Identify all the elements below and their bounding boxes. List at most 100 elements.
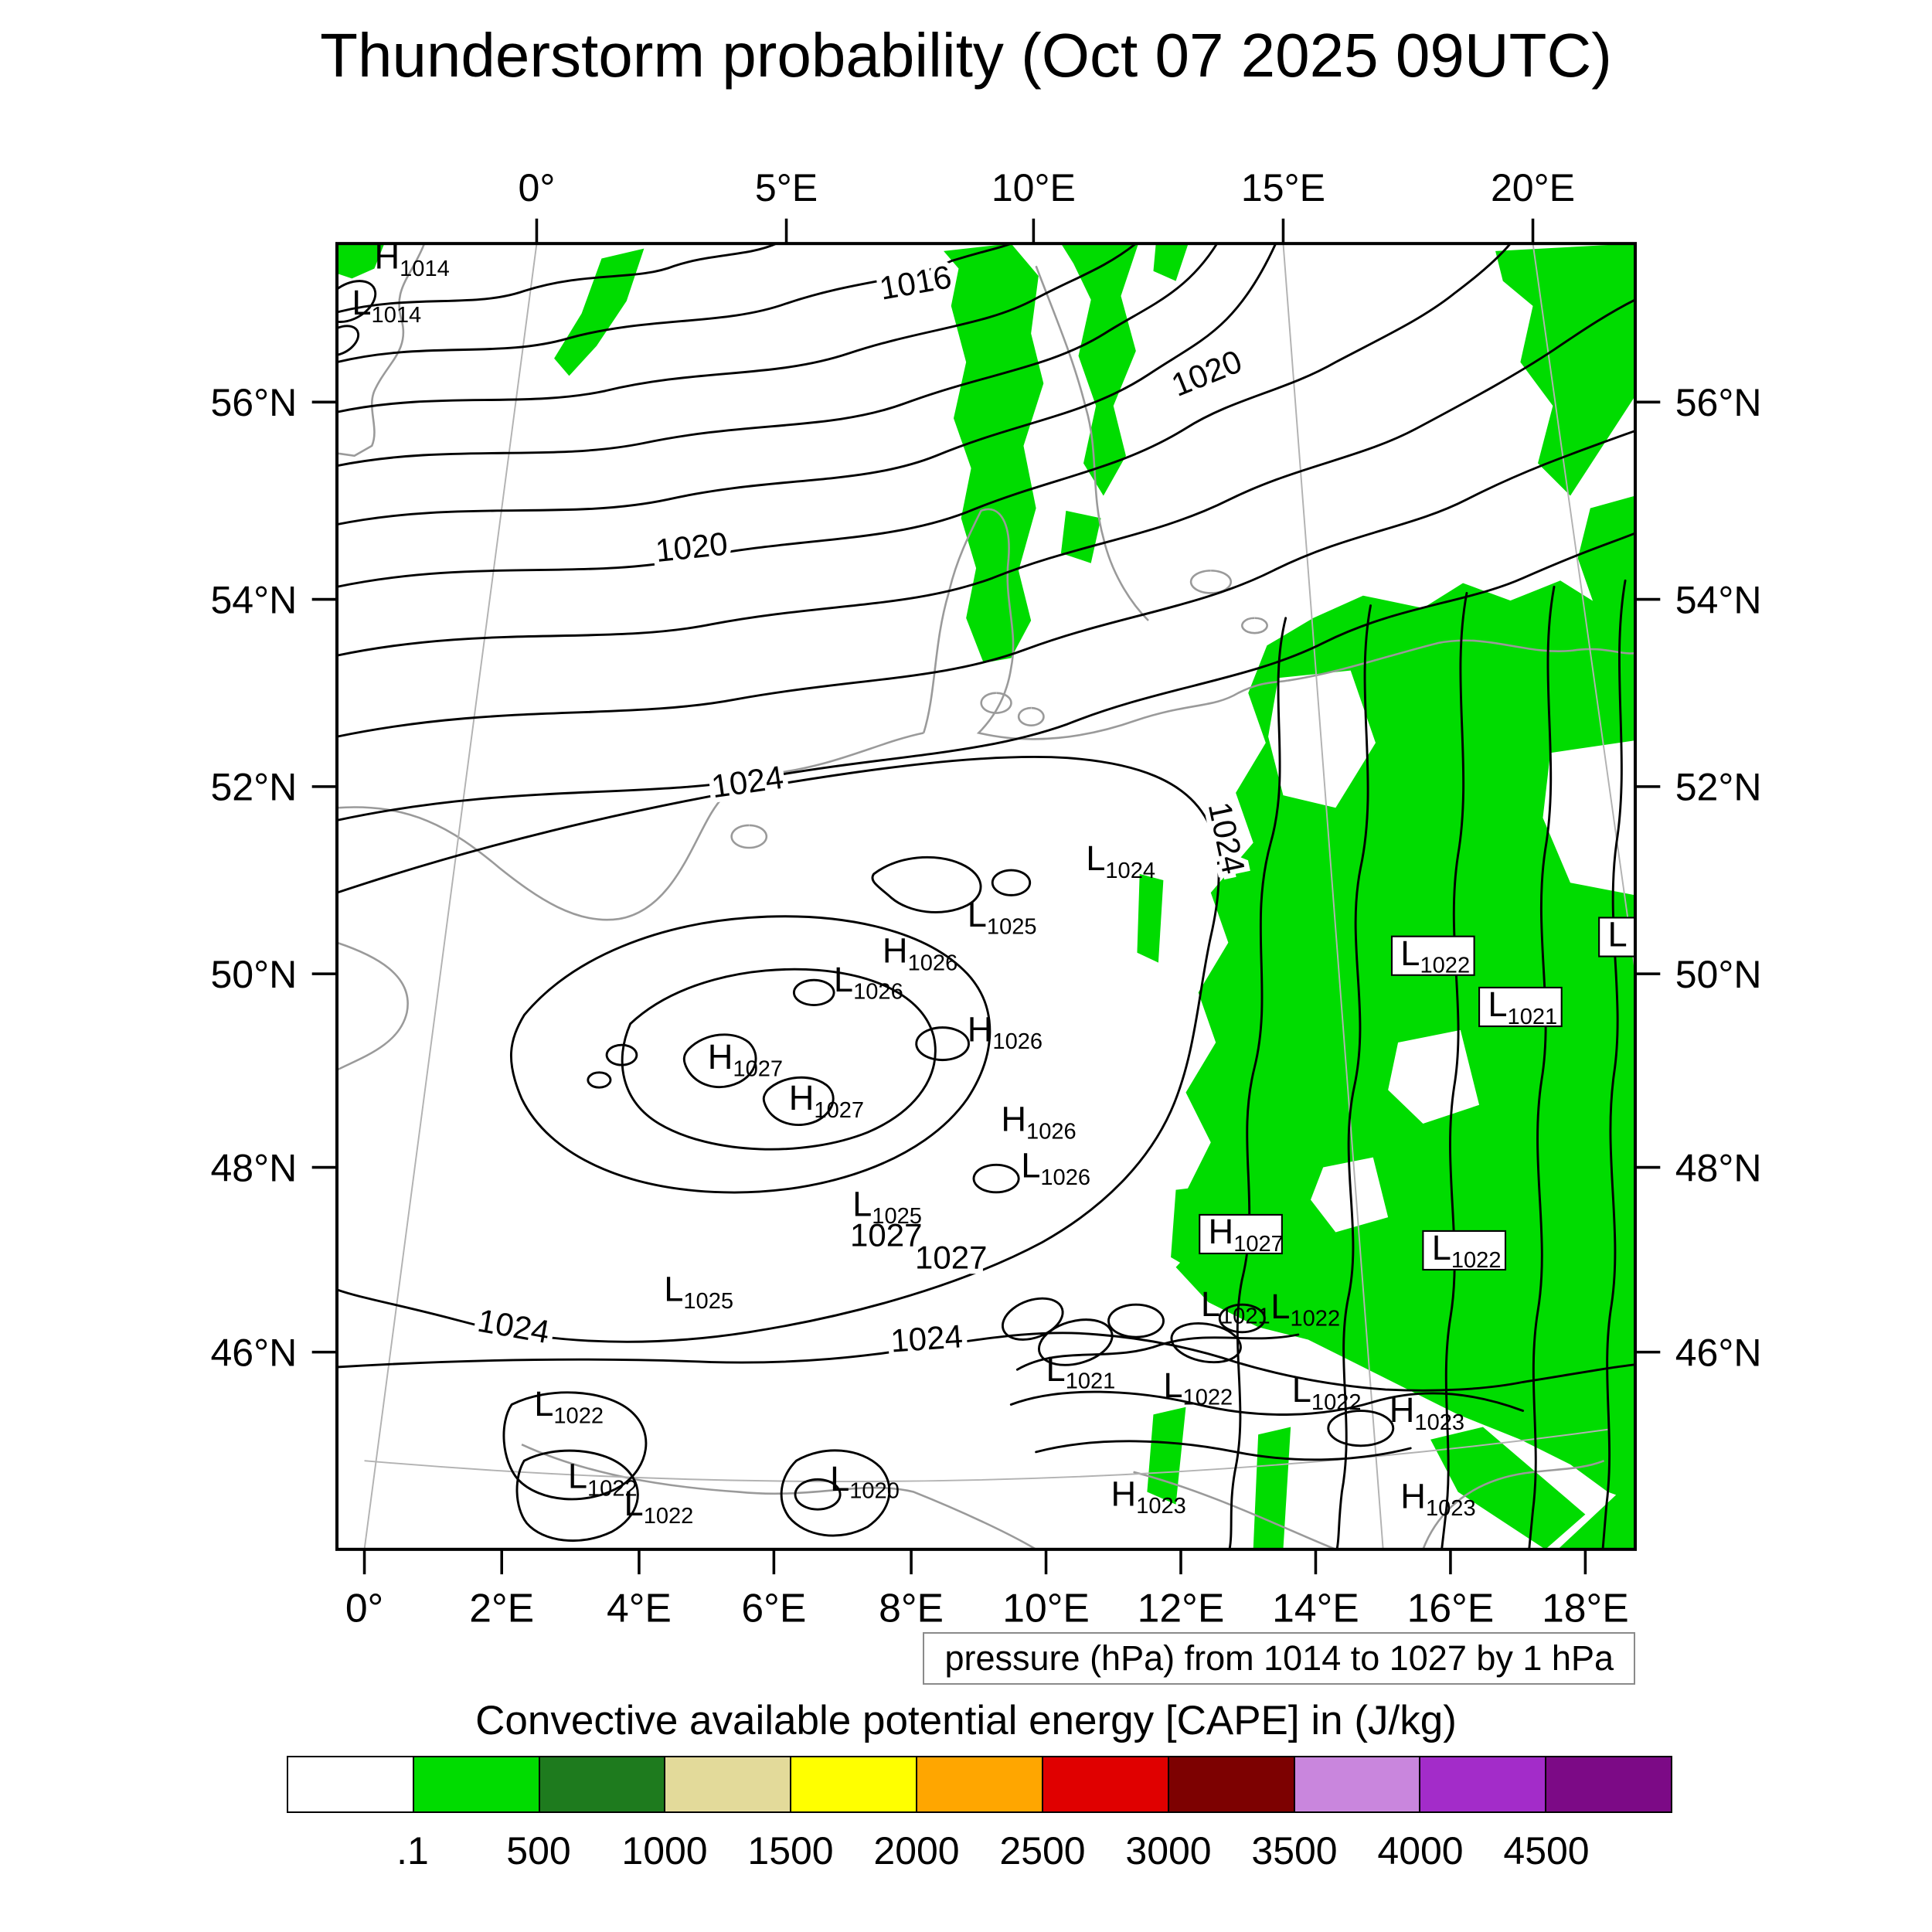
isobar-label: 1024 [889,1318,964,1359]
isobar-label: 1024 [709,759,786,805]
pressure-center-label: L [1598,915,1635,957]
cape-region [1430,1427,1586,1549]
lon-tick-label-top: 0° [519,166,556,209]
isobar-line [794,1478,842,1511]
lon-tick-label-top: 10°E [992,166,1076,209]
lat-tick-label-left: 46°N [210,1331,297,1374]
pressure-center-label: H1026 [968,1009,1043,1054]
figure-title: Thunderstorm probability (Oct 07 2025 09… [320,21,1612,90]
lon-tick-label-top: 20°E [1491,166,1575,209]
isobar-line [1228,617,1287,1549]
isobar-line [515,1449,639,1543]
graticule-line [364,1428,1608,1483]
pressure-center-label: H1023 [1389,1390,1464,1435]
pressure-label-box [1390,935,1475,976]
isobar-line [1038,1318,1114,1366]
colorbar-tick-label: 4000 [1377,1829,1464,1872]
isobar-line [509,915,992,1194]
coastline [1422,1459,1605,1549]
lat-tick-label-right: 56°N [1675,381,1762,424]
coastline [521,1443,1037,1549]
coastline [922,508,1289,740]
pressure-label-box [1478,986,1563,1028]
cape-region [1577,495,1635,621]
colorbar-cell [1168,1757,1295,1811]
pressure-center-label: H1023 [1111,1474,1186,1519]
map-frame [335,242,1638,1551]
coastline [980,692,1012,714]
lon-tick-label-bottom: 18°E [1542,1586,1629,1631]
pressure-center-text: L1022 [1163,1366,1233,1410]
pressure-center-label: L1025 [664,1269,733,1314]
coastline [1189,570,1233,594]
cape-region [1137,873,1164,963]
isobar-label: 1016 [877,258,954,307]
isobar-line [337,243,1512,588]
pressure-center-label: L1026 [1021,1145,1090,1190]
cape-region [1153,243,1189,281]
lon-tick-label-bottom: 8°E [879,1586,944,1631]
cape-hole [1543,740,1635,896]
pressure-center-label: L1022 [1270,1287,1340,1332]
pressure-center-text: L1014 [352,283,421,328]
pressure-label-box [1199,1213,1283,1255]
isobar-line [502,1391,648,1501]
isobar-line [780,1449,891,1537]
isobar-line [1528,585,1556,1549]
cape-hole [1388,1029,1480,1124]
pressure-center-label: L1021 [1046,1349,1116,1394]
isobar-line [337,1332,1635,1392]
graticule-line [363,243,538,1549]
isobar-label: 1020 [1166,342,1247,403]
lon-tick-label-bottom: 16°E [1407,1586,1495,1631]
pressure-center-text: L1022 [1270,1287,1340,1332]
lon-tick-label-bottom: 10°E [1002,1586,1090,1631]
colorbar-tick-label: 1500 [747,1829,834,1872]
lon-tick-label-bottom: 6°E [741,1586,806,1631]
isobar-line [792,978,835,1006]
isobar-line [337,430,1635,738]
lon-tick-label-bottom: 2°E [469,1586,534,1631]
isobar-line [1170,1322,1242,1364]
isobar-line [337,243,1012,364]
isobar-line [587,1071,612,1089]
cape-region [1495,243,1635,496]
colorbar-cell [539,1757,666,1811]
isobar-line [337,243,1138,413]
isobar-line [621,968,937,1151]
lat-tick-label-left: 56°N [210,381,297,424]
isobar-line [1601,579,1627,1549]
isobar-line [682,1033,757,1089]
pressure-center-text: L1024 [1086,838,1155,883]
isobar-line [972,1163,1020,1194]
isobar-line [1218,1303,1266,1334]
pressure-center-text: L1025 [852,1185,922,1230]
pressure-center-text: L1022 [1400,934,1470,978]
colorbar-cell [288,1757,414,1811]
lon-tick-label-bottom: 14°E [1272,1586,1359,1631]
lat-tick-label-left: 54°N [210,578,297,621]
pressure-center-label: L1020 [830,1459,900,1504]
coastline [337,941,409,1071]
isobar-line [1107,1303,1165,1338]
pressure-center-text: H1027 [708,1037,783,1082]
lat-tick-label-left: 50°N [210,953,297,996]
colorbar-tick-label: .1 [396,1829,429,1872]
cape-region [1147,1406,1186,1505]
lat-tick-label-right: 52°N [1675,766,1762,809]
pressure-center-label: L1022 [1422,1228,1507,1273]
coastline [337,243,426,457]
pressure-center-text: H1023 [1389,1390,1464,1435]
cape-region [554,248,645,376]
lon-tick-label-bottom: 12°E [1138,1586,1225,1631]
coastline [1287,639,1635,682]
coastline [1133,1471,1336,1549]
pressure-center-label: L1022 [568,1457,638,1502]
isobar-line [337,298,1635,657]
cape-region [1253,1427,1291,1549]
cape-region [1060,510,1101,563]
isobar-label: 1027 [850,1216,922,1253]
lon-tick-label-bottom: 0° [345,1586,383,1631]
